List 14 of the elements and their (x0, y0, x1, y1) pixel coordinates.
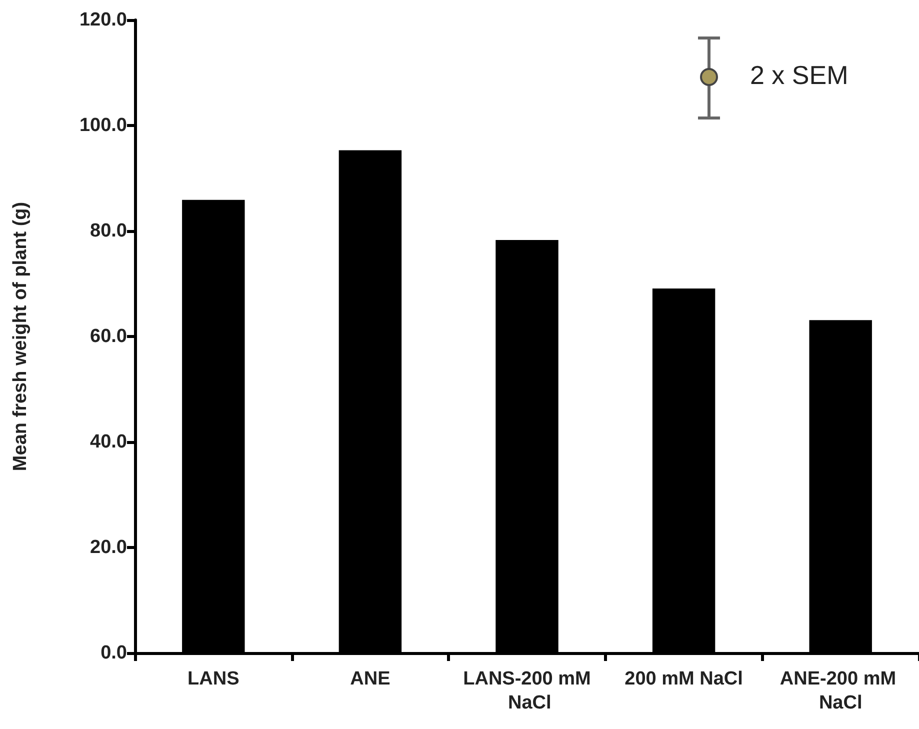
x-tick-label: 200 mM NaCl (624, 668, 743, 690)
x-tick-label: ANE-200 mM NaCl (780, 668, 902, 714)
annotation: 2 x SEM (750, 60, 848, 91)
y-tick-label: 0.0 (100, 642, 127, 664)
y-tick-label: 40.0 (90, 432, 127, 452)
y-tick-label: 120.0 (79, 10, 127, 30)
y-tick-label: 80.0 (90, 220, 127, 242)
y-tick-label: 100.0 (79, 115, 127, 136)
y-tick-label: 60.0 (90, 326, 127, 347)
x-tick-label: LANS-200 mM NaCl (463, 668, 591, 714)
y-tick-label: 20.0 (90, 537, 127, 558)
x-tick-label: LANS (188, 668, 240, 690)
x-tick-label: ANE (350, 668, 390, 690)
y-axis-title: Mean fresh weight of plant (g) (10, 202, 31, 472)
